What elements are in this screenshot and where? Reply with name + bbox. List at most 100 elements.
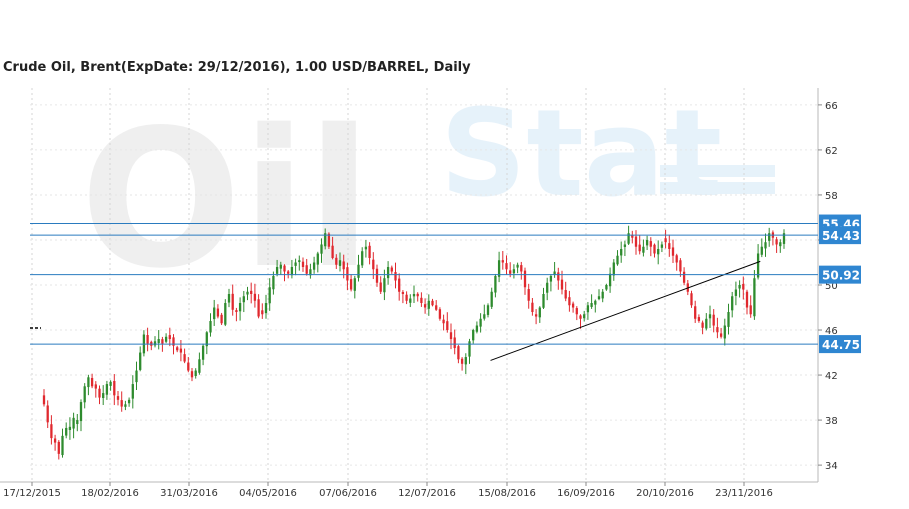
candle [534, 309, 538, 325]
candle [660, 241, 664, 253]
candle [235, 307, 238, 322]
candle-body [109, 381, 112, 386]
candle-body [176, 347, 179, 351]
candle-body [501, 260, 504, 263]
candle [227, 288, 231, 308]
candle [398, 273, 401, 301]
candle [446, 312, 449, 333]
candle [583, 310, 586, 322]
candle-body [213, 307, 216, 320]
candle-body [261, 310, 264, 315]
candle [553, 261, 556, 278]
candle [664, 229, 667, 249]
candle [645, 235, 649, 251]
candle [205, 331, 208, 355]
candle [775, 236, 778, 253]
candle-body [50, 424, 53, 439]
x-tick-label: 17/12/2015 [3, 488, 61, 499]
candle [586, 301, 590, 320]
y-tick-label: 46 [825, 326, 838, 337]
candle-body [409, 298, 412, 303]
candle-body [324, 233, 327, 247]
candle-body [172, 337, 175, 346]
candle-body [42, 395, 46, 405]
candle-body [87, 377, 90, 388]
candle-body [534, 314, 538, 317]
candle-body [294, 262, 297, 266]
candle [353, 275, 356, 299]
candle [420, 292, 423, 307]
y-tick-label: 50 [825, 281, 838, 292]
candle-body [594, 300, 597, 305]
candle [301, 257, 305, 272]
candle [279, 261, 282, 275]
candle [782, 229, 786, 249]
candle [501, 251, 504, 270]
candle-body [682, 271, 686, 283]
candle [738, 280, 741, 298]
candle-body [671, 247, 675, 256]
candle [176, 345, 179, 353]
candle [449, 323, 453, 350]
candle-body [179, 348, 183, 353]
candle-body [701, 322, 704, 328]
candle [224, 299, 227, 327]
watermark: Oil Stat [80, 85, 775, 310]
candle-body [605, 285, 608, 290]
candle-body [390, 267, 393, 272]
candle [694, 300, 697, 323]
candle [253, 283, 257, 308]
candle-body [486, 305, 490, 315]
candle-body [446, 321, 449, 331]
candle [68, 417, 72, 440]
candle [657, 240, 660, 265]
candle-body [531, 302, 534, 313]
candle [98, 385, 101, 405]
candle [716, 317, 719, 339]
candle-body [105, 384, 109, 395]
x-tick-label: 07/06/2016 [319, 488, 377, 499]
candle-body [753, 278, 756, 317]
candle [124, 400, 127, 411]
watermark-oil-text: Oil [80, 89, 372, 310]
candle [431, 298, 434, 307]
watermark-bar [660, 182, 775, 194]
candle [734, 281, 738, 306]
candle [209, 313, 212, 337]
candle-body [697, 317, 701, 322]
candle-body [457, 346, 460, 360]
candle-body [560, 279, 564, 290]
candle [298, 255, 301, 271]
candle [194, 368, 197, 379]
candle [261, 303, 264, 319]
x-tick-label: 31/03/2016 [160, 488, 218, 499]
candle [113, 374, 116, 406]
candle [764, 233, 767, 257]
candle-body [220, 314, 223, 324]
candle [46, 400, 49, 429]
candle [83, 383, 86, 409]
candle [131, 375, 134, 409]
candle-body [520, 265, 523, 272]
candle-body [405, 294, 408, 301]
candle [349, 274, 353, 292]
candle-body [523, 270, 527, 288]
candle-body [657, 248, 660, 255]
candle-body [549, 275, 553, 282]
candle-body [764, 242, 767, 249]
candle-body [227, 294, 231, 303]
candle-body [734, 289, 738, 296]
candle-body [331, 245, 334, 258]
candle [168, 327, 171, 347]
candle [416, 292, 419, 302]
candle [238, 297, 242, 321]
candle-body [401, 292, 405, 295]
candle [731, 291, 734, 318]
candle-body [634, 236, 638, 247]
candle [179, 339, 183, 362]
candle-body [338, 260, 342, 266]
candle-body [253, 293, 257, 301]
candle-body [527, 289, 530, 301]
candle-body [509, 270, 512, 274]
candle [612, 259, 615, 281]
